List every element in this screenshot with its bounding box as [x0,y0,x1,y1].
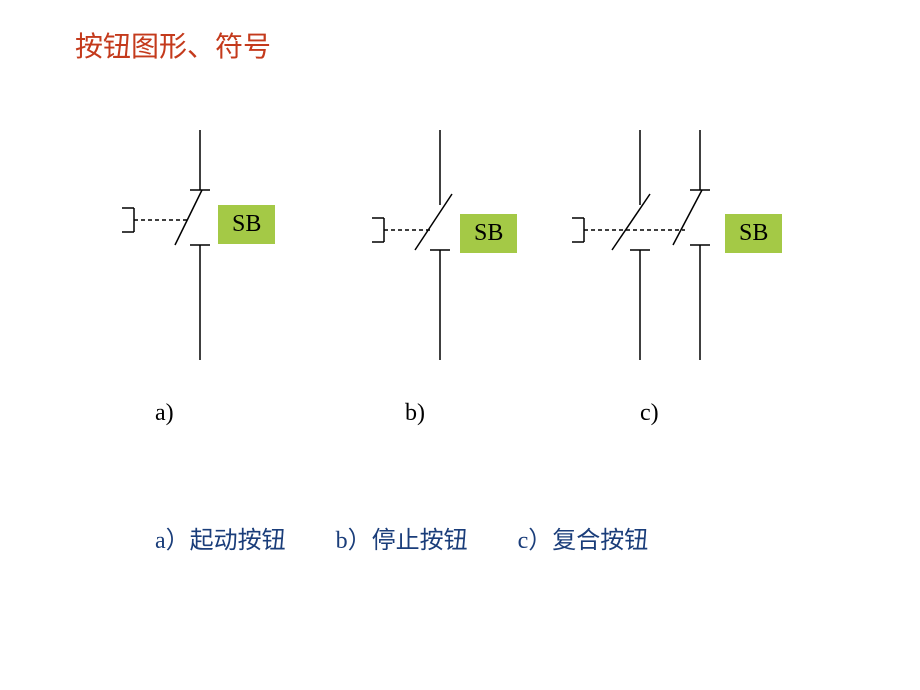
sb-label-b: SB [460,214,517,253]
diagram-a [110,130,230,360]
diagram-c [560,130,740,360]
diagram-label-a: a) [155,400,174,427]
sb-label-c: SB [725,214,782,253]
sb-label-a: SB [218,205,275,244]
legend-c: c）复合按钮 [518,520,649,555]
diagram-label-c: c) [640,400,659,427]
page-title: 按钮图形、符号 [75,25,271,65]
legend-b: b）停止按钮 [336,520,468,555]
legend: a）起动按钮 b）停止按钮 c）复合按钮 [155,520,648,555]
diagram-label-b: b) [405,400,425,427]
legend-a: a）起动按钮 [155,520,286,555]
